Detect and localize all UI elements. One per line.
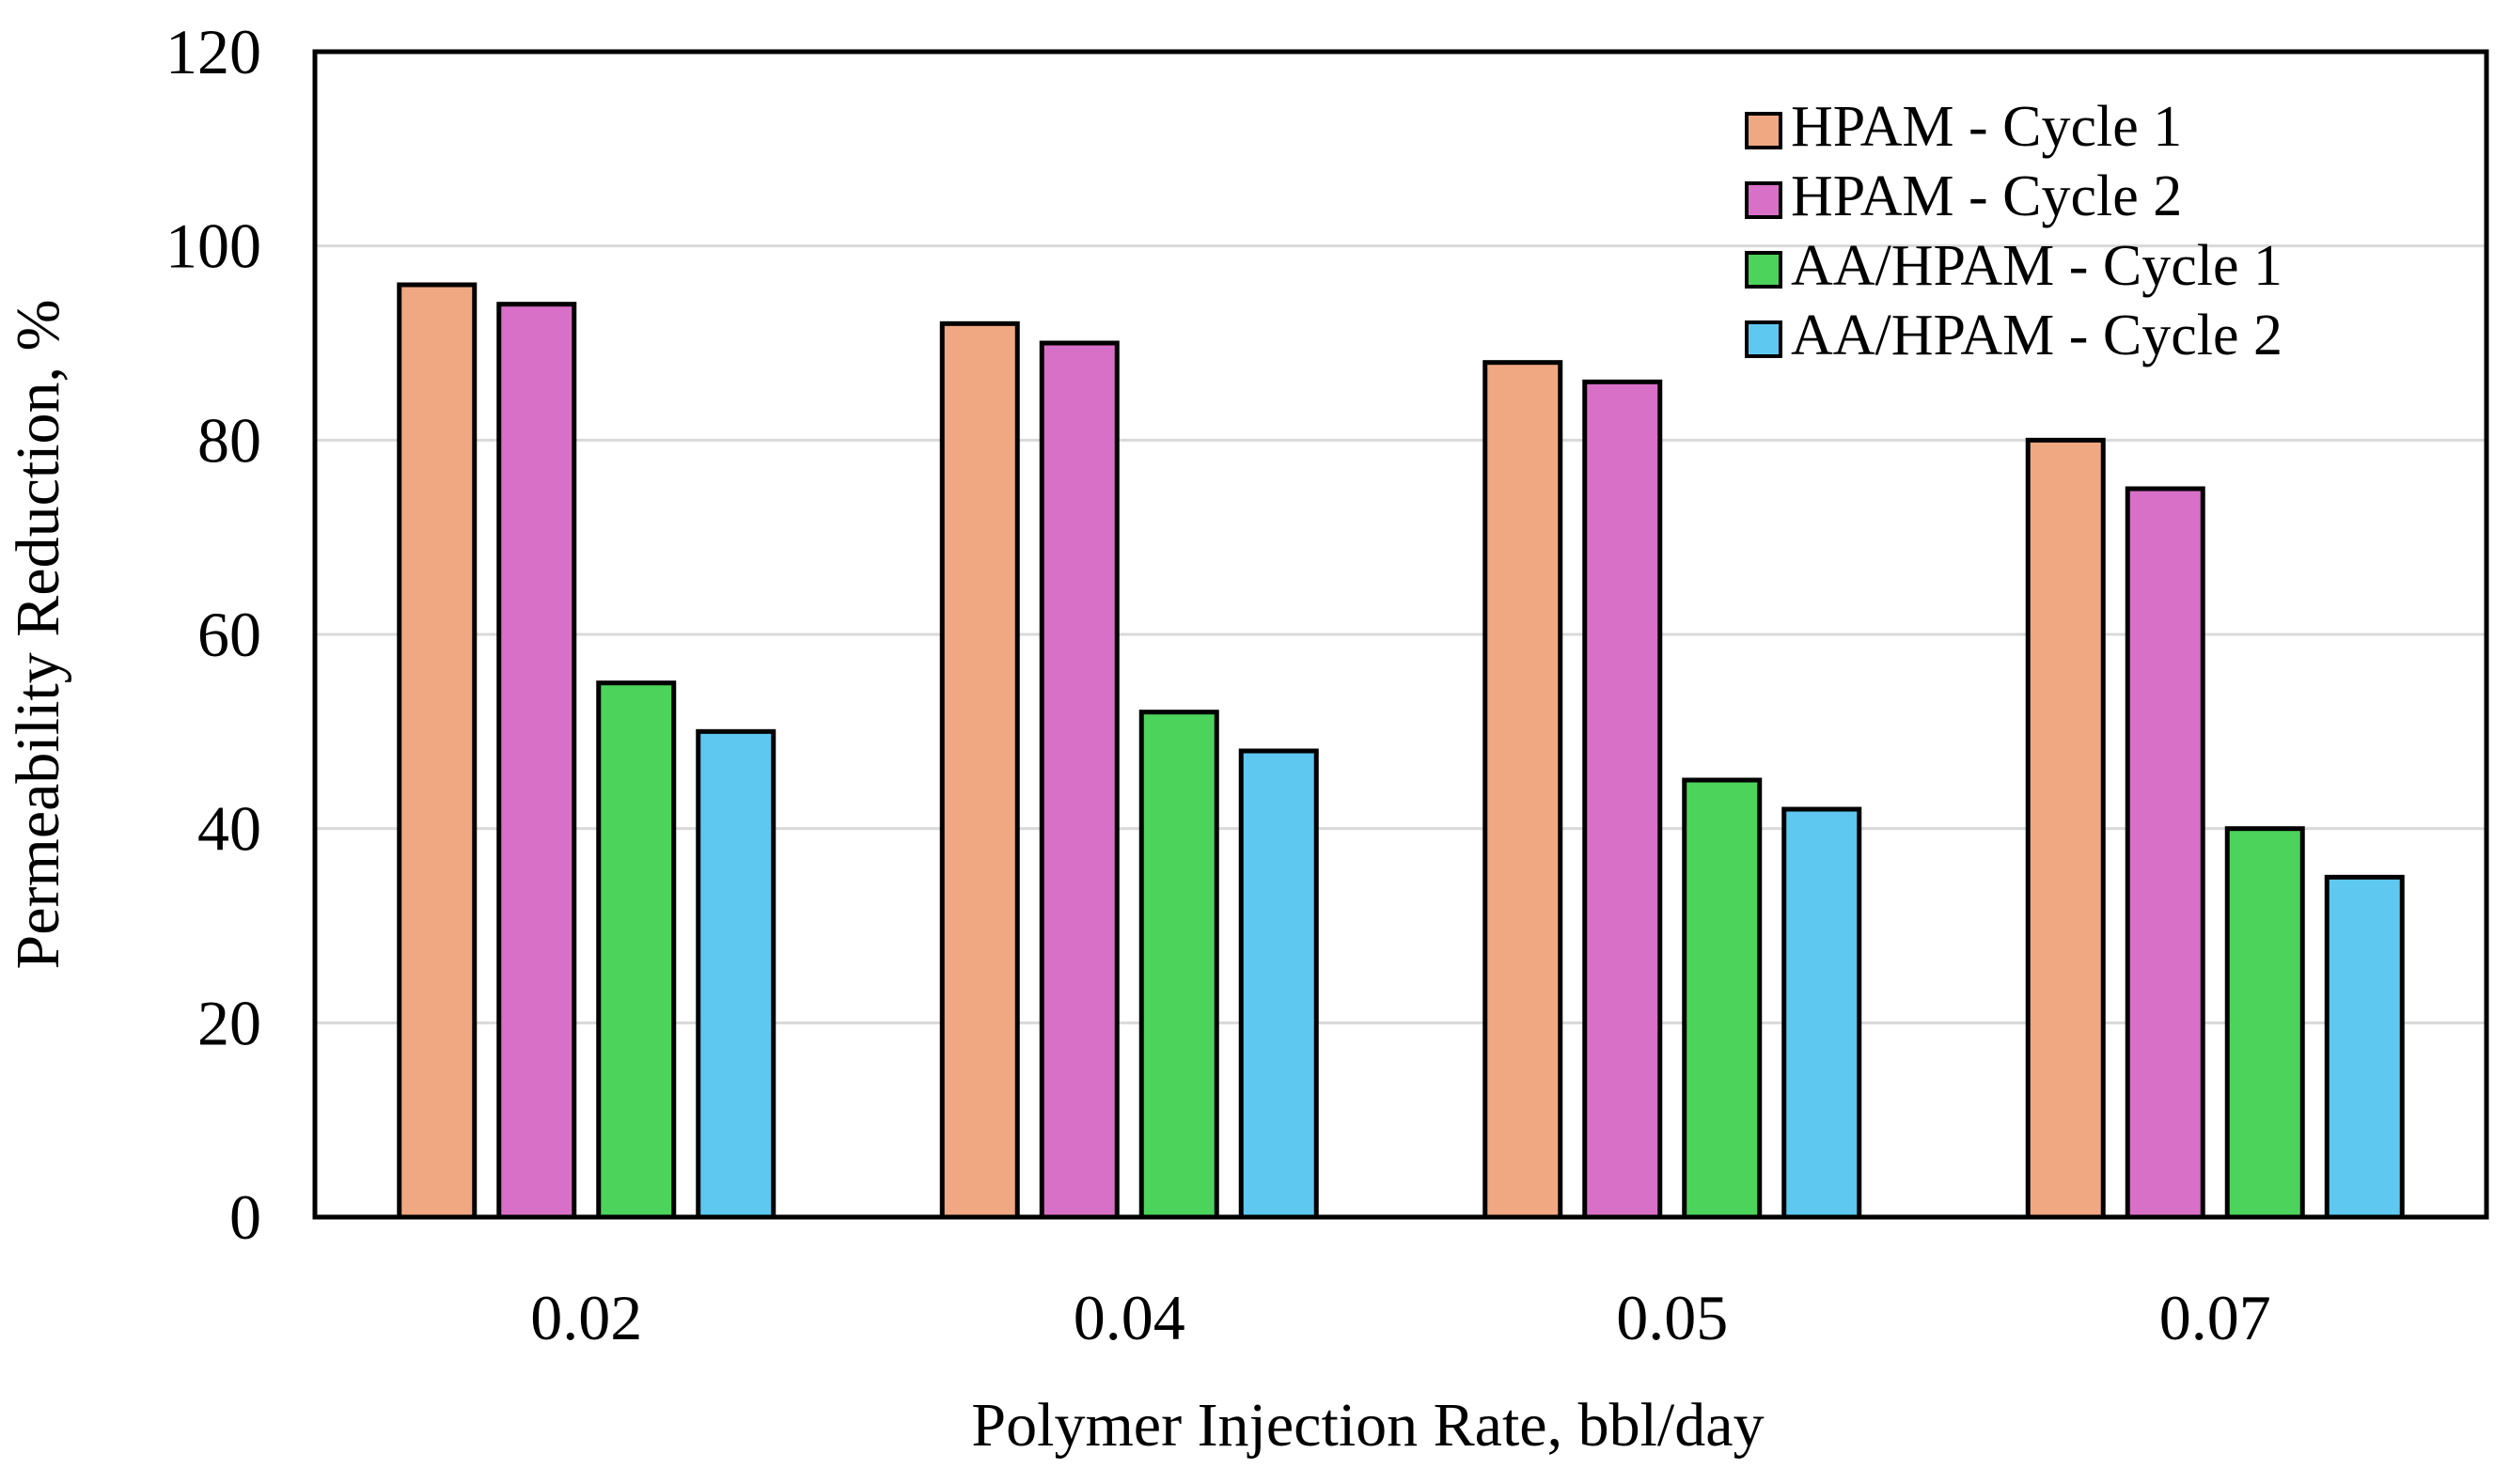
- legend-label: HPAM - Cycle 1: [1791, 95, 2182, 159]
- y-tick-label: 80: [197, 404, 261, 476]
- legend-swatch: [1745, 251, 1782, 289]
- bar-aa-hpam-cycle-1-0.07: [2224, 826, 2305, 1220]
- bar-aa-hpam-cycle-2-0.07: [2324, 874, 2405, 1220]
- x-tick-labels: 0.02 0.04 0.05 0.07: [530, 1282, 2271, 1353]
- legend-label: AA/HPAM - Cycle 2: [1791, 304, 2283, 367]
- x-tick-label: 0.02: [530, 1282, 642, 1353]
- y-tick-label: 60: [197, 599, 261, 670]
- y-tick-label: 20: [197, 987, 261, 1058]
- x-axis-title: Polymer Injection Rate, bbl/day: [971, 1391, 1764, 1460]
- bar-hpam-cycle-1-0.04: [939, 320, 1020, 1220]
- gridlines: [315, 244, 2486, 1024]
- bar-hpam-cycle-2-0.02: [496, 302, 577, 1220]
- bar-aa-hpam-cycle-1-0.05: [1682, 777, 1763, 1220]
- bar-hpam-cycle-1-0.05: [1482, 360, 1563, 1220]
- bar-aa-hpam-cycle-1-0.04: [1138, 710, 1219, 1220]
- bar-aa-hpam-cycle-2-0.05: [1781, 806, 1862, 1220]
- bar-hpam-cycle-1-0.07: [2025, 437, 2106, 1220]
- bar-hpam-cycle-1-0.02: [397, 282, 478, 1220]
- legend-label: HPAM - Cycle 2: [1791, 164, 2182, 228]
- y-tick-label: 0: [229, 1181, 261, 1253]
- y-tick-labels: 0 20 40 60 80 100 120: [165, 16, 261, 1253]
- x-tick-label: 0.07: [2159, 1282, 2271, 1353]
- y-tick-label: 100: [165, 211, 261, 282]
- bar-aa-hpam-cycle-1-0.02: [596, 680, 677, 1220]
- plot-area-frame: [312, 49, 2489, 1220]
- bar-hpam-cycle-2-0.05: [1582, 379, 1663, 1220]
- bar-aa-hpam-cycle-2-0.04: [1238, 748, 1319, 1220]
- legend-swatch: [1745, 112, 1782, 149]
- x-tick-label: 0.05: [1616, 1282, 1728, 1353]
- legend-swatch: [1745, 181, 1782, 219]
- bars: [397, 282, 2405, 1220]
- legend-swatch: [1745, 320, 1782, 358]
- bar-hpam-cycle-2-0.07: [2125, 486, 2205, 1220]
- x-tick-label: 0.04: [1074, 1282, 1185, 1353]
- y-tick-label: 40: [197, 793, 261, 865]
- y-tick-label: 120: [165, 16, 261, 87]
- legend-label: AA/HPAM - Cycle 1: [1791, 234, 2283, 298]
- y-axis-title: Permeability Reduction, %: [4, 299, 72, 969]
- bar-aa-hpam-cycle-2-0.02: [696, 728, 777, 1220]
- bar-hpam-cycle-2-0.04: [1039, 340, 1120, 1220]
